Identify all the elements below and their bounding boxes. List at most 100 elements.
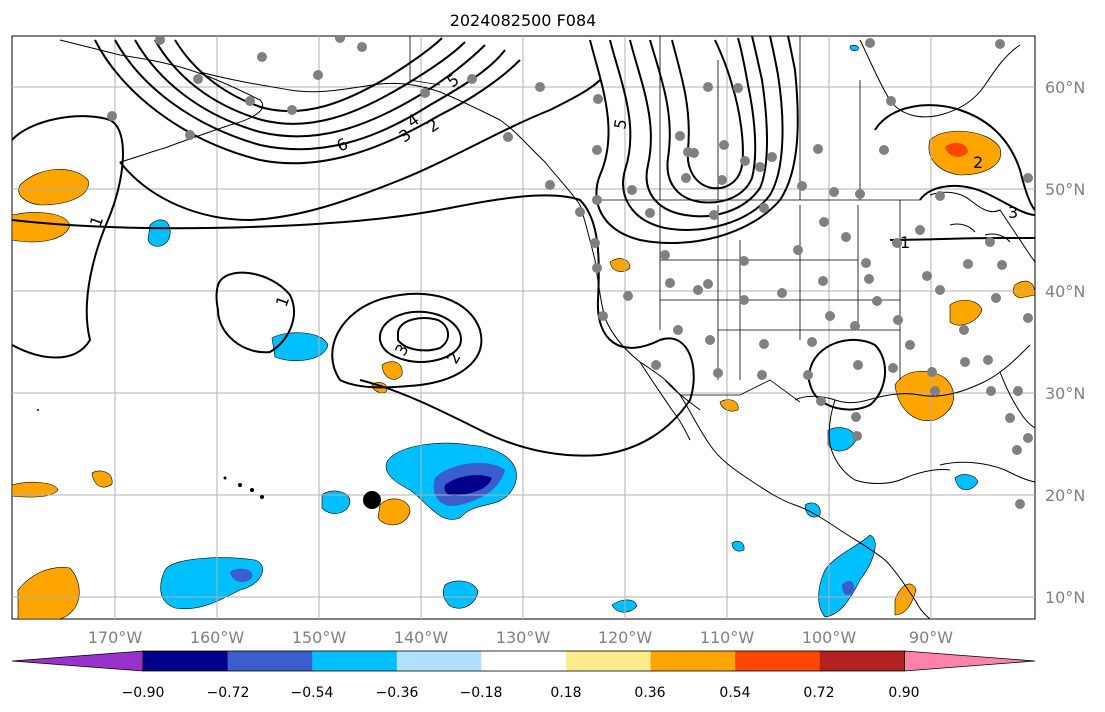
contour-ridge-5 [671,39,744,190]
orange-area-east [1012,280,1035,299]
contour-alaska-4 [154,39,466,125]
contour-label: 3 [1008,203,1018,222]
blue-area-mexico-coast [804,502,821,518]
lon-label-160w: 160°W [190,628,245,647]
contour-1-west [12,115,124,359]
orange-area-small-1 [381,361,403,380]
contour-3-innermost [397,317,449,352]
colorbar-segment [819,651,905,671]
colorbar-label: 0.18 [550,685,581,701]
contour-1-north [119,79,601,222]
blue-area-caribbean [954,474,979,491]
colorbar-label: −0.36 [376,685,419,701]
alaska-canada-border [409,36,441,86]
contour-alaska-3 [134,39,486,138]
lon-label-170w: 170°W [88,628,143,647]
contour-ridge-4 [649,37,757,204]
orange-area-west-20n-2 [91,470,113,488]
longitude-labels: 170°W 160°W 150°W 140°W 130°W 120°W 110°… [88,628,953,647]
contour-east-3 [889,237,1035,241]
contour-ridge-1 [589,36,799,244]
east-coast [999,209,1035,263]
alaska-coast [59,39,581,206]
state-lines [659,200,901,380]
florida [999,371,1035,429]
contour-alaska-5 [174,37,443,113]
colorbar-label: −0.90 [122,685,165,701]
lon-label-130w: 130°W [496,628,551,647]
province-lines [659,36,861,200]
cuba [939,461,1035,483]
orange-area-mexico [719,399,739,412]
colorbar-segment [566,651,652,671]
blue-area-1 [147,219,171,247]
colorbar: −0.90 −0.72 −0.54 −0.36 −0.18 0.18 0.36 … [11,650,1036,701]
colorbar-extend-high [904,650,1036,672]
lat-label-30n: 30°N [1045,384,1085,403]
lon-label-150w: 150°W [292,628,347,647]
navy-area-hawaii [444,475,492,496]
lat-label-60n: 60°N [1045,78,1085,97]
darkblue-area-central-america [842,580,855,596]
orange-area-central-america [894,583,917,616]
lat-label-20n: 20°N [1045,486,1085,505]
hudson-bay [859,39,1021,118]
lon-label-90w: 90°W [909,628,953,647]
colorbar-segment [650,651,736,671]
map-panel: 6 5 4 3 2 1 5 3 2 1 2 3 1 [11,35,1036,620]
colorbar-segment [143,651,229,671]
colorbar-label: −0.54 [291,685,334,701]
lat-label-10n: 10°N [1045,588,1085,607]
orange-area-hawaii [377,498,411,526]
shaded-areas [12,44,1035,619]
colorbar-segment [396,651,482,671]
latitude-labels: 60°N 50°N 40°N 30°N 20°N 10°N [1045,78,1085,607]
lat-label-50n: 50°N [1045,180,1085,199]
orange-area-west-20n [12,481,59,498]
lon-label-100w: 100°W [802,628,857,647]
colorbar-segment [227,651,313,671]
political-borders [409,36,920,403]
graticule [12,36,1035,619]
figure-title: 2024082500 F084 [450,11,597,30]
hawaii-big-island [363,491,381,509]
colorbar-segment [481,651,567,671]
station-points [107,36,1033,509]
blue-area-mexico-coast-2 [731,540,745,552]
lat-label-40n: 40°N [1045,282,1085,301]
orange-area-sw [17,567,80,619]
contour-big-pacific [12,194,695,457]
islands [37,409,381,509]
lon-label-120w: 120°W [598,628,653,647]
contour-label: 1 [900,233,910,252]
lon-label-110w: 110°W [700,628,755,647]
colorbar-segments [11,650,1036,672]
baja [639,361,701,441]
blue-area-south-2 [442,580,479,609]
contour-ridge-2 [609,36,784,231]
contour-alaska-1 [94,39,521,165]
colorbar-label: 0.90 [888,685,919,701]
contour-east-2 [919,184,1035,216]
colorbar-label: −0.18 [460,685,503,701]
orange-area-ohio [949,300,983,326]
colorbar-label: 0.36 [634,685,665,701]
contour-2-outer [331,292,483,389]
contour-label: 2 [973,153,983,172]
contour-3-inner [378,310,462,363]
contour-east-1 [874,104,1035,211]
us-mexico-border [680,379,801,403]
contour-1-circle [215,271,295,354]
blue-area-2 [271,332,329,362]
contour-alaska-2 [114,39,506,151]
blue-area-small-ne [849,44,859,52]
contour-label: 5 [610,117,630,130]
colorbar-segment [735,651,821,671]
contours [12,36,1035,457]
blue-area-4 [321,490,351,514]
contour-gulf [807,338,887,411]
colorbar-segment [312,651,398,671]
darkblue-area-south [230,568,253,583]
colorbar-label: −0.72 [207,685,250,701]
